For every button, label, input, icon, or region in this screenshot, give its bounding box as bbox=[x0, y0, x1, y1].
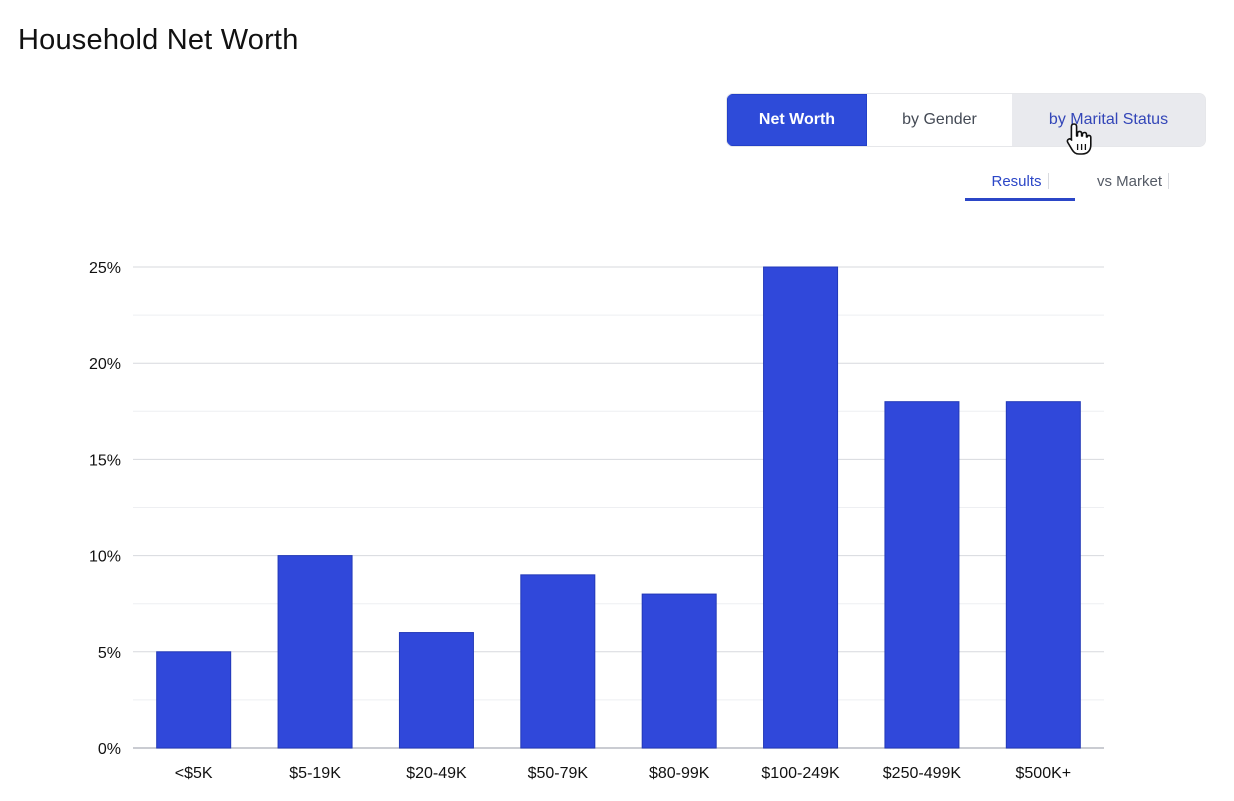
x-tick-label: $5-19K bbox=[289, 765, 341, 782]
y-tick-label: 5% bbox=[98, 645, 121, 662]
tab-vs-market-label: vs Market bbox=[1096, 172, 1162, 190]
bar[interactable] bbox=[1005, 401, 1081, 749]
y-tick-label: 0% bbox=[98, 741, 121, 758]
bar[interactable] bbox=[398, 632, 474, 749]
tab-divider bbox=[1047, 173, 1049, 189]
result-subtabs: Results vs Market bbox=[965, 164, 1191, 208]
x-tick-label: $500K+ bbox=[1016, 765, 1072, 782]
segment-by-marital-status[interactable]: by Marital Status bbox=[1012, 94, 1205, 146]
tab-vs-market[interactable]: vs Market bbox=[1075, 164, 1191, 198]
y-tick-label: 25% bbox=[89, 260, 121, 277]
bar[interactable] bbox=[763, 266, 839, 749]
bar[interactable] bbox=[520, 574, 596, 749]
chart-svg: 0% 5% 10% 15% 20% 25% <$5K $5-19K $20-49K $50-79K… bbox=[89, 260, 1104, 782]
x-tick-label: $250-499K bbox=[883, 765, 962, 782]
tab-divider bbox=[1168, 173, 1169, 189]
tab-results[interactable]: Results bbox=[965, 164, 1075, 201]
page-title: Household Net Worth bbox=[18, 24, 299, 56]
x-tick-label: $20-49K bbox=[406, 765, 467, 782]
y-tick-label: 15% bbox=[89, 452, 121, 469]
y-tick-label: 10% bbox=[89, 549, 121, 566]
tab-results-label: Results bbox=[991, 172, 1042, 190]
bar[interactable] bbox=[884, 401, 960, 749]
x-tick-label: $100-249K bbox=[761, 765, 840, 782]
x-tick-label: $80-99K bbox=[649, 765, 710, 782]
bar[interactable] bbox=[156, 651, 232, 749]
x-tick-label: <$5K bbox=[175, 765, 213, 782]
x-tick-label: $50-79K bbox=[528, 765, 589, 782]
bar[interactable] bbox=[277, 555, 353, 749]
segment-by-gender[interactable]: by Gender bbox=[867, 94, 1012, 146]
net-worth-bar-chart: 0% 5% 10% 15% 20% 25% <$5K $5-19K $20-49K $50-79K… bbox=[0, 230, 1234, 801]
bar[interactable] bbox=[641, 593, 717, 749]
segment-net-worth[interactable]: Net Worth bbox=[727, 94, 867, 146]
view-segmented-control: Net Worth by Gender by Marital Status bbox=[727, 94, 1205, 146]
y-tick-label: 20% bbox=[89, 356, 121, 373]
